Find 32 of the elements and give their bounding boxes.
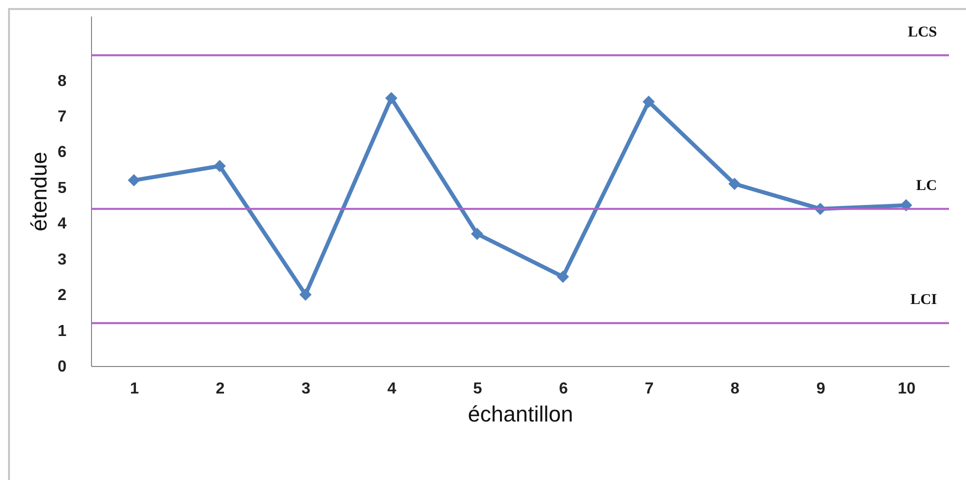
y-tick-label: 0 [58, 358, 67, 376]
point [128, 174, 140, 186]
point [299, 288, 312, 301]
x-tick-label: 6 [558, 380, 568, 398]
y-tick-label: 4 [58, 216, 67, 233]
x-tick-label: 7 [644, 380, 654, 398]
x-axis-title: échantillon [468, 402, 574, 426]
y-tick-label: 8 [58, 72, 67, 90]
x-tick-label: 3 [302, 380, 311, 398]
x-tick-label: 8 [730, 380, 740, 398]
y-tick-label: 3 [58, 251, 67, 268]
x-tick-label: 10 [898, 380, 916, 398]
x-tick-label: 2 [216, 380, 225, 398]
x-tick-label: 5 [473, 380, 482, 398]
point [556, 270, 570, 283]
y-tick-label: 2 [58, 287, 67, 304]
point [728, 178, 741, 190]
x-tick-label: 9 [816, 380, 826, 398]
ref-line-label: LCS [908, 24, 937, 40]
point [470, 228, 484, 240]
ref-line-label: LCI [910, 292, 938, 308]
x-tick-label: 1 [130, 380, 139, 398]
point [385, 92, 398, 104]
point [642, 96, 655, 108]
ref-line-label: LC [916, 178, 937, 194]
x-tick-label: 4 [387, 380, 396, 398]
y-axis-title: étendue [26, 152, 52, 232]
y-tick-label: 1 [58, 322, 67, 340]
y-tick-label: 5 [58, 180, 67, 197]
y-tick-label: 7 [58, 108, 67, 126]
y-tick-label: 6 [58, 144, 67, 162]
point [214, 160, 226, 172]
